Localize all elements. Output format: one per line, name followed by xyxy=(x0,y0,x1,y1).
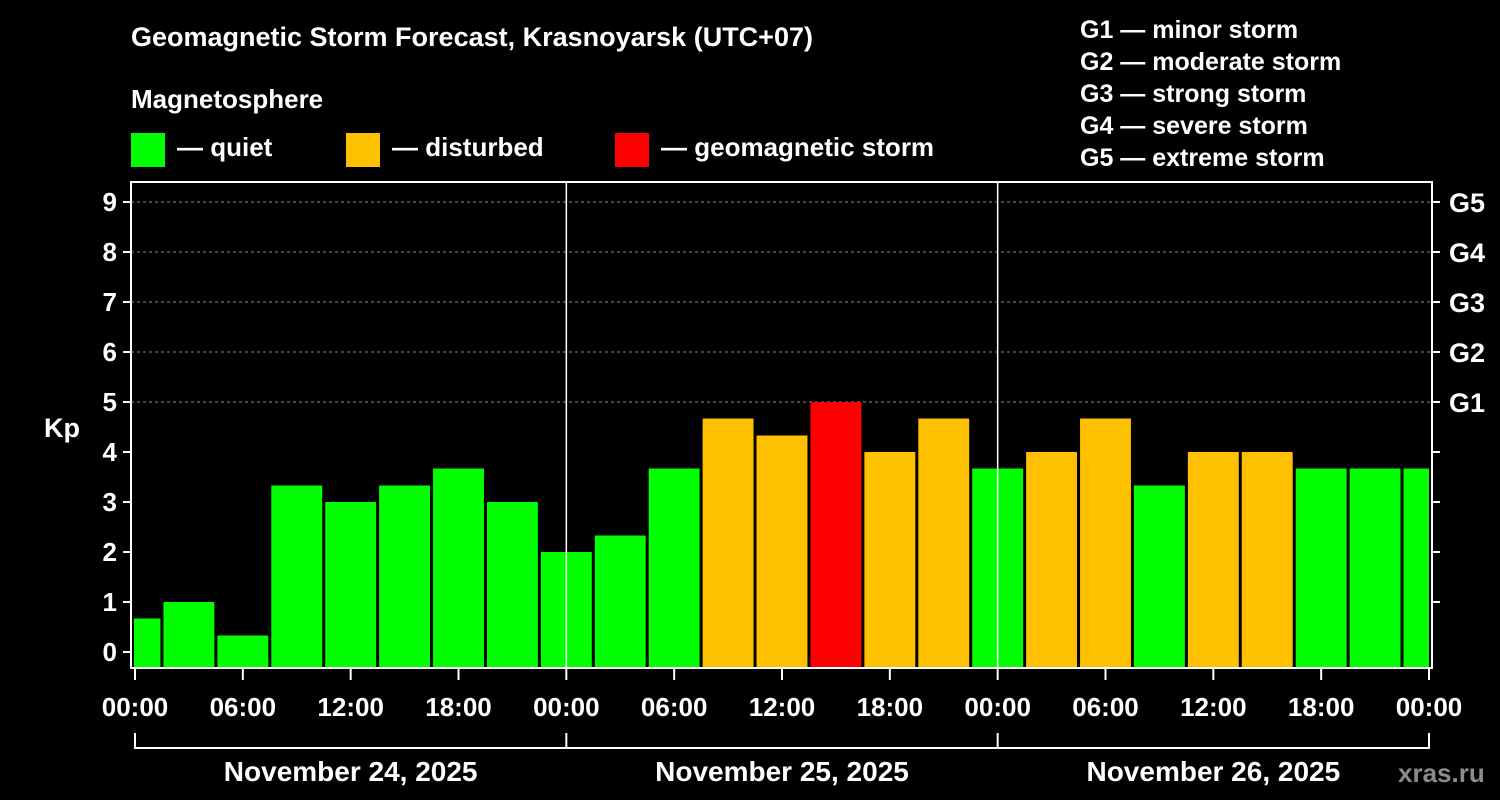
kp-bar xyxy=(217,635,269,668)
kp-bar xyxy=(594,535,646,668)
kp-bar xyxy=(1080,418,1131,668)
kp-bar xyxy=(1349,468,1401,668)
x-tick-label: 00:00 xyxy=(964,692,1031,722)
legend-label-storm: — geomagnetic storm xyxy=(661,131,935,162)
legend-swatch-storm xyxy=(615,133,649,167)
x-tick-label: 00:00 xyxy=(533,692,600,722)
g-scale-item-g1: G1 — minor storm xyxy=(1080,16,1299,44)
x-tick-label: 00:00 xyxy=(102,692,169,722)
y-tick-label: 4 xyxy=(103,437,118,467)
x-tick-label: 06:00 xyxy=(641,692,708,722)
g-tick-label: G5 xyxy=(1449,188,1485,218)
day-label: November 26, 2025 xyxy=(1086,756,1340,787)
x-tick-label: 06:00 xyxy=(1072,692,1139,722)
legend-label-disturbed: — disturbed xyxy=(392,131,544,162)
g-tick-label: G3 xyxy=(1449,288,1485,318)
kp-bar xyxy=(433,468,484,668)
kp-bar xyxy=(1187,452,1239,668)
kp-bar xyxy=(271,485,323,668)
y-tick-label: 9 xyxy=(103,187,117,217)
legend-item-disturbed: — disturbed xyxy=(346,131,544,167)
legend-item-storm: — geomagnetic storm xyxy=(615,131,935,167)
x-tick-label: 00:00 xyxy=(1396,692,1463,722)
x-tick-label: 18:00 xyxy=(425,692,492,722)
day-label: November 25, 2025 xyxy=(655,756,909,787)
kp-bar xyxy=(1026,452,1078,668)
kp-bar xyxy=(810,402,862,668)
y-tick-label: 7 xyxy=(103,287,117,317)
legend-item-quiet: — quiet xyxy=(131,131,273,167)
kp-bar xyxy=(702,418,754,668)
y-tick-label: 3 xyxy=(103,487,117,517)
legend-swatch-quiet xyxy=(131,133,165,167)
y-tick-label: 5 xyxy=(103,387,117,417)
g-scale-item-g3: G3 — strong storm xyxy=(1080,80,1307,108)
x-tick-label: 18:00 xyxy=(857,692,924,722)
g-scale-item-g5: G5 — extreme storm xyxy=(1080,144,1325,172)
kp-bar xyxy=(486,502,538,668)
legend-swatch-disturbed xyxy=(346,133,380,167)
g-scale-item-g4: G4 — severe storm xyxy=(1080,112,1308,140)
x-tick-label: 12:00 xyxy=(1180,692,1247,722)
kp-bar xyxy=(379,485,431,668)
y-tick-label: 8 xyxy=(103,237,117,267)
kp-bar xyxy=(918,418,970,668)
y-tick-label: 1 xyxy=(103,587,117,617)
chart-title: Geomagnetic Storm Forecast, Krasnoyarsk … xyxy=(131,22,813,52)
day-label: November 24, 2025 xyxy=(224,756,478,787)
kp-bar xyxy=(864,452,916,668)
g-tick-label: G4 xyxy=(1449,238,1485,268)
x-tick-label: 12:00 xyxy=(749,692,816,722)
y-tick-label: 6 xyxy=(103,337,117,367)
g-tick-label: G2 xyxy=(1449,338,1485,368)
y-axis-label: Kp xyxy=(44,413,80,443)
kp-bar xyxy=(648,468,700,668)
y-tick-label: 0 xyxy=(103,637,117,667)
x-tick-label: 12:00 xyxy=(317,692,384,722)
kp-bar xyxy=(1403,468,1429,668)
x-tick-label: 18:00 xyxy=(1288,692,1355,722)
x-tick-label: 06:00 xyxy=(210,692,277,722)
kp-bar xyxy=(1241,452,1293,668)
magnetosphere-label: Magnetosphere xyxy=(131,84,324,114)
watermark: xras.ru xyxy=(1398,758,1485,788)
kp-bar xyxy=(1133,485,1185,668)
kp-bar xyxy=(756,435,808,668)
kp-bar xyxy=(163,602,215,668)
kp-bar xyxy=(325,502,377,668)
g-scale-item-g2: G2 — moderate storm xyxy=(1080,48,1342,76)
kp-bar xyxy=(134,618,161,668)
kp-bar xyxy=(1295,468,1347,668)
g-scale-list: G1 — minor storm G2 — moderate storm G3 … xyxy=(1080,14,1341,174)
y-tick-label: 2 xyxy=(103,537,117,567)
g-tick-label: G1 xyxy=(1449,388,1485,418)
legend-label-quiet: — quiet xyxy=(177,131,273,162)
